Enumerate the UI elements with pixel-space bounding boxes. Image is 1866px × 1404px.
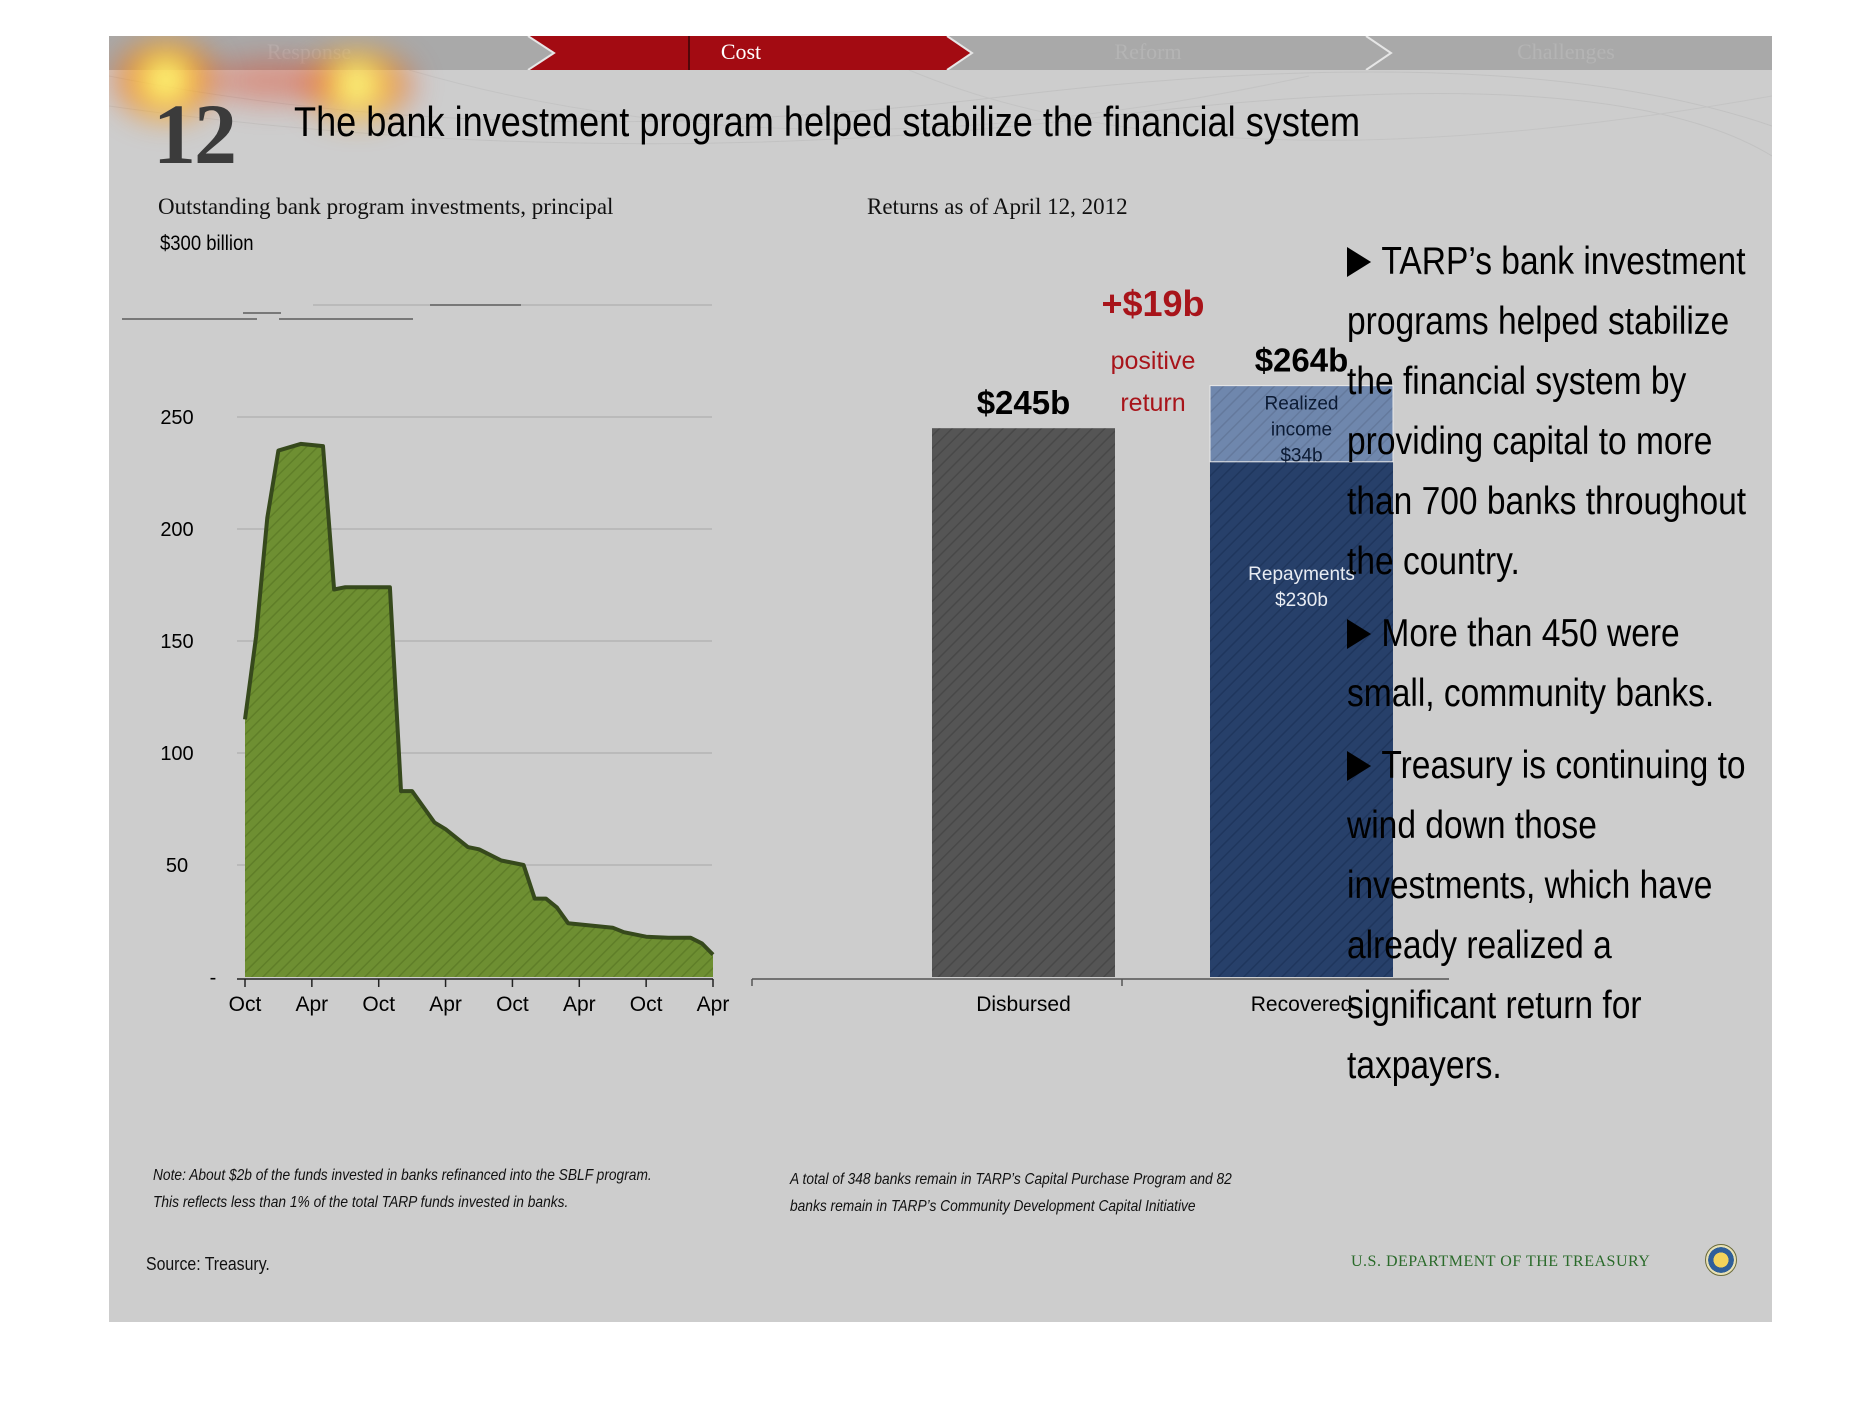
tab-cost[interactable]: Cost <box>720 39 762 64</box>
heatmap-blob <box>209 56 329 106</box>
bullet-point: TARP’s bank investment programs helped s… <box>1347 232 1760 592</box>
return-annotation-text: return <box>1120 389 1185 417</box>
return-annotation-text: positive <box>1111 347 1196 375</box>
x-tick-label: Oct <box>630 993 663 1016</box>
segment-label: income <box>1271 420 1332 441</box>
page-title: The bank investment program helped stabi… <box>294 98 1361 145</box>
x-tick-label: Apr <box>296 993 329 1016</box>
note-left: Note: About $2b of the funds invested in… <box>153 1167 652 1211</box>
bullet-text: Treasury is continuing to wind down thos… <box>1347 744 1746 1087</box>
slide: Response Cost Reform Challenges 12 The b… <box>109 36 1772 1322</box>
bullet-point: Treasury is continuing to wind down thos… <box>1347 736 1760 1096</box>
bullet-text: TARP’s bank investment programs helped s… <box>1347 240 1747 583</box>
segment-label: $230b <box>1275 590 1328 611</box>
y-tick-label: 100 <box>160 743 193 765</box>
key-points: TARP’s bank investment programs helped s… <box>1347 232 1767 1108</box>
bar-total-label: $245b <box>977 384 1071 421</box>
heatmap-blob <box>297 50 417 120</box>
bar-chart-title: Returns as of April 12, 2012 <box>867 194 1128 219</box>
agency-name: U.S. DEPARTMENT OF THE TREASURY <box>1351 1253 1651 1270</box>
x-tick-label: Oct <box>229 993 262 1016</box>
treasury-seal-icon <box>1705 1244 1737 1276</box>
slide-number: 12 <box>153 86 237 182</box>
x-tick-label: Apr <box>697 993 730 1016</box>
y-tick-label: 50 <box>166 855 188 877</box>
y-tick-label: 200 <box>160 519 193 541</box>
bar-total-label: $264b <box>1255 342 1349 379</box>
triangle-bullet-icon <box>1347 751 1372 781</box>
area-chart-ylabel: $300 billion <box>160 232 254 255</box>
bar-chart: $245b Disbursed Repayments $230b Realized inc… <box>751 283 1449 1016</box>
source-note: Source: Treasury. <box>146 1254 270 1274</box>
bar-segment <box>1210 461 1393 977</box>
segment-label: Realized <box>1265 394 1339 415</box>
y-tick-label: 250 <box>160 407 193 429</box>
segment-label: Repayments <box>1248 564 1355 585</box>
tab-reform[interactable]: Reform <box>1114 39 1182 64</box>
x-tick-label: Apr <box>563 993 596 1016</box>
triangle-bullet-icon <box>1347 619 1372 649</box>
area-chart: 25020015010050-Oct'08Apr'09Oct'09Apr'10O… <box>122 304 730 1016</box>
section-nav: Response Cost Reform Challenges <box>109 36 1772 116</box>
triangle-bullet-icon <box>1347 247 1372 277</box>
category-label: Disbursed <box>976 993 1071 1016</box>
y-tick-label: - <box>210 967 217 989</box>
bar-segment <box>932 428 1115 977</box>
area-chart-title: Outstanding bank program investments, pr… <box>158 194 614 219</box>
area-series-line <box>243 441 715 957</box>
bullet-point: More than 450 were small, community bank… <box>1347 604 1760 724</box>
category-label: Recovered <box>1251 993 1353 1016</box>
bar-segment <box>1209 385 1394 463</box>
tab-challenges[interactable]: Challenges <box>1517 39 1615 64</box>
segment-label: $34b <box>1280 446 1322 467</box>
area-series <box>245 443 713 977</box>
x-tick-label: Oct <box>362 993 395 1016</box>
bullet-text: More than 450 were small, community bank… <box>1347 612 1715 715</box>
note-right: A total of 348 banks remain in TARP’s Ca… <box>790 1171 1232 1215</box>
heatmap-blob <box>111 40 221 120</box>
return-annotation-value: +$19b <box>1101 283 1204 324</box>
x-tick-label: Oct <box>496 993 529 1016</box>
x-tick-label: Apr <box>429 993 462 1016</box>
y-tick-label: 150 <box>160 631 193 653</box>
